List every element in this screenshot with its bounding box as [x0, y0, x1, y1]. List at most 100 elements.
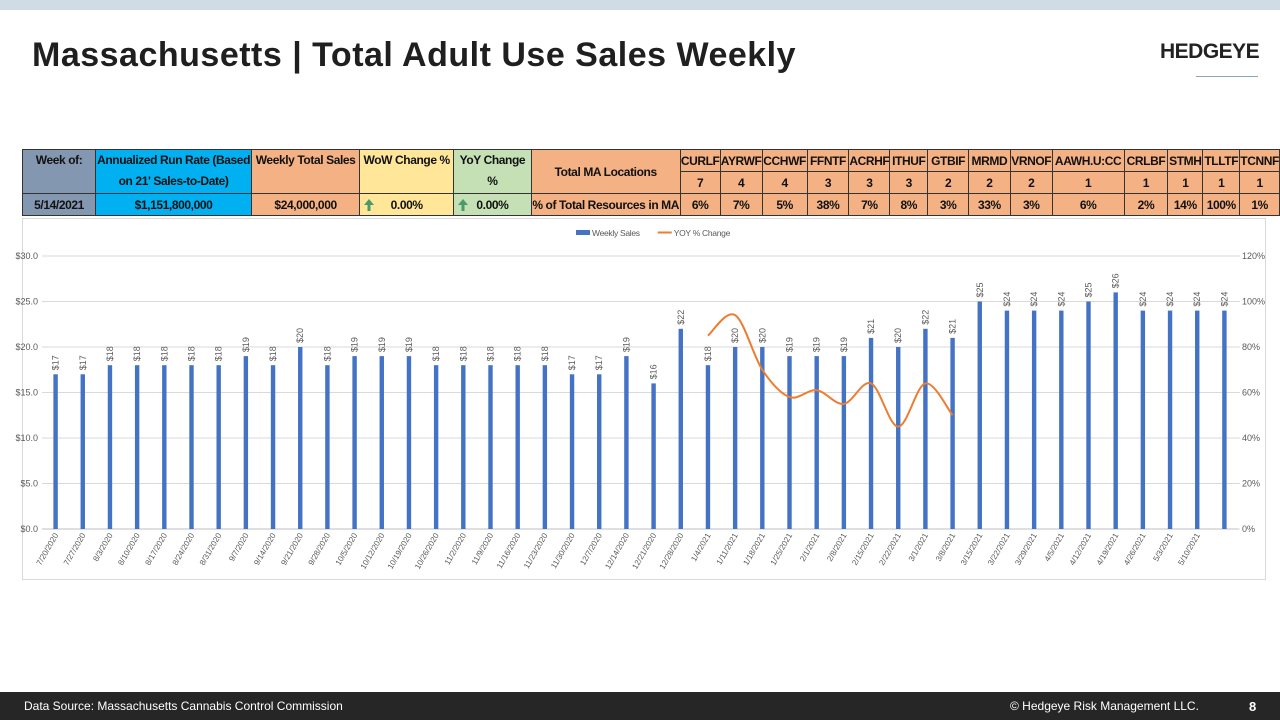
value-label: $18: [486, 346, 496, 361]
x-tick-label: 4/5/2021: [1043, 531, 1067, 563]
x-tick-label: 5/3/2021: [1151, 531, 1175, 563]
value-label: $17: [594, 355, 604, 370]
bar: [379, 356, 384, 529]
bar: [1222, 310, 1227, 529]
x-tick-label: 7/27/2020: [62, 531, 88, 567]
bar: [923, 328, 928, 529]
y-tick-label: $20.0: [15, 342, 38, 352]
bar: [107, 365, 113, 529]
bar: [1140, 310, 1146, 529]
y2-tick-label: 60%: [1242, 388, 1260, 398]
bar: [80, 374, 85, 529]
resource-share: 7%: [719, 193, 763, 216]
value-label: $18: [431, 346, 441, 361]
column-value: $1,151,800,000: [95, 193, 252, 216]
ticker: VRNOF: [1009, 149, 1053, 172]
bar: [1167, 310, 1173, 529]
x-tick-label: 12/21/2020: [631, 531, 659, 571]
x-tick-label: 9/21/2020: [279, 531, 305, 567]
bar: [243, 356, 249, 529]
location-count: 3: [848, 171, 891, 194]
resource-share: 100%: [1202, 193, 1241, 216]
resource-share: 5%: [761, 193, 808, 216]
y2-tick-label: 100%: [1242, 297, 1265, 307]
value-label: $18: [105, 346, 115, 361]
bar: [950, 337, 955, 529]
bar: [53, 374, 58, 529]
value-label: $19: [839, 337, 849, 352]
x-tick-label: 11/16/2020: [495, 531, 523, 570]
value-label: $24: [1219, 292, 1229, 307]
x-tick-label: 12/7/2020: [578, 531, 604, 567]
logo: HEDGEYE: [1160, 40, 1260, 63]
x-tick-label: 10/12/2020: [359, 531, 387, 571]
x-tick-label: 1/18/2021: [741, 531, 767, 567]
value-label: $18: [268, 346, 278, 361]
y2-tick-label: 0%: [1242, 524, 1255, 534]
value-label: $25: [975, 282, 985, 297]
y2-tick-label: 120%: [1242, 251, 1265, 261]
resource-share: 6%: [679, 193, 721, 216]
arrow-icon: [364, 199, 375, 211]
y-tick-label: $15.0: [15, 388, 38, 398]
y-tick-label: $5.0: [20, 479, 38, 489]
x-tick-label: 1/11/2021: [715, 531, 741, 566]
x-tick-label: 3/8/2021: [934, 531, 958, 563]
bar: [515, 365, 520, 529]
bar: [406, 356, 412, 529]
column-header: Annualized Run Rate (Based on 21' Sales-…: [95, 149, 252, 194]
location-count: 1: [1239, 171, 1280, 194]
x-tick-label: 8/10/2020: [116, 531, 142, 567]
x-tick-label: 8/3/2020: [91, 531, 115, 563]
resource-share: 8%: [889, 193, 929, 216]
value-label: $20: [757, 328, 767, 343]
bar: [1113, 292, 1118, 529]
value-label: $26: [1111, 273, 1121, 288]
value-label: $24: [1192, 292, 1202, 307]
location-count: 4: [719, 171, 763, 194]
page-number: 8: [1249, 699, 1257, 714]
ticker: AAWH.U:CC: [1051, 149, 1125, 172]
x-tick-label: 10/26/2020: [413, 531, 441, 571]
x-tick-label: 8/24/2020: [171, 531, 197, 567]
y2-tick-label: 40%: [1242, 433, 1260, 443]
x-tick-label: 12/14/2020: [603, 531, 631, 571]
ticker: CCHWF: [761, 149, 808, 172]
logo-underline: [1196, 76, 1258, 77]
value-label: $18: [214, 346, 224, 361]
x-tick-label: 3/15/2021: [959, 531, 985, 567]
arrow-icon: [458, 199, 469, 211]
x-tick-label: 2/1/2021: [798, 531, 822, 563]
x-tick-label: 3/29/2021: [1013, 531, 1039, 567]
column-value: $24,000,000: [250, 193, 361, 216]
y2-tick-label: 80%: [1242, 342, 1260, 352]
resource-share: 33%: [967, 193, 1011, 216]
y-tick-label: $0.0: [20, 524, 38, 534]
location-count: 3: [806, 171, 850, 194]
bar: [1086, 301, 1091, 529]
x-tick-label: 2/22/2021: [877, 531, 903, 567]
legend-label: YOY % Change: [674, 228, 731, 238]
source: Data Source: Massachusetts Cannabis Cont…: [24, 699, 343, 713]
x-tick-label: 1/25/2021: [769, 531, 795, 567]
ticker: STMH: [1167, 149, 1204, 172]
x-tick-label: 12/28/2020: [658, 531, 686, 571]
x-tick-label: 9/7/2020: [227, 531, 251, 563]
value-label: $21: [866, 319, 876, 334]
bar: [977, 301, 982, 529]
value-label: $19: [621, 337, 631, 352]
location-count: 1: [1202, 171, 1241, 194]
bar: [678, 328, 683, 529]
resource-share: 3%: [927, 193, 969, 216]
bar: [270, 365, 276, 529]
x-tick-label: 4/19/2021: [1095, 531, 1121, 567]
value-label: $18: [159, 346, 169, 361]
bar: [1195, 310, 1200, 529]
value-label: $19: [404, 337, 414, 352]
ticker: FFNTF: [806, 149, 850, 172]
column-value: 0.00%: [359, 193, 455, 216]
bar: [787, 356, 792, 529]
bar: [134, 365, 140, 529]
bar: [1031, 310, 1037, 529]
x-tick-label: 3/1/2021: [907, 531, 931, 563]
